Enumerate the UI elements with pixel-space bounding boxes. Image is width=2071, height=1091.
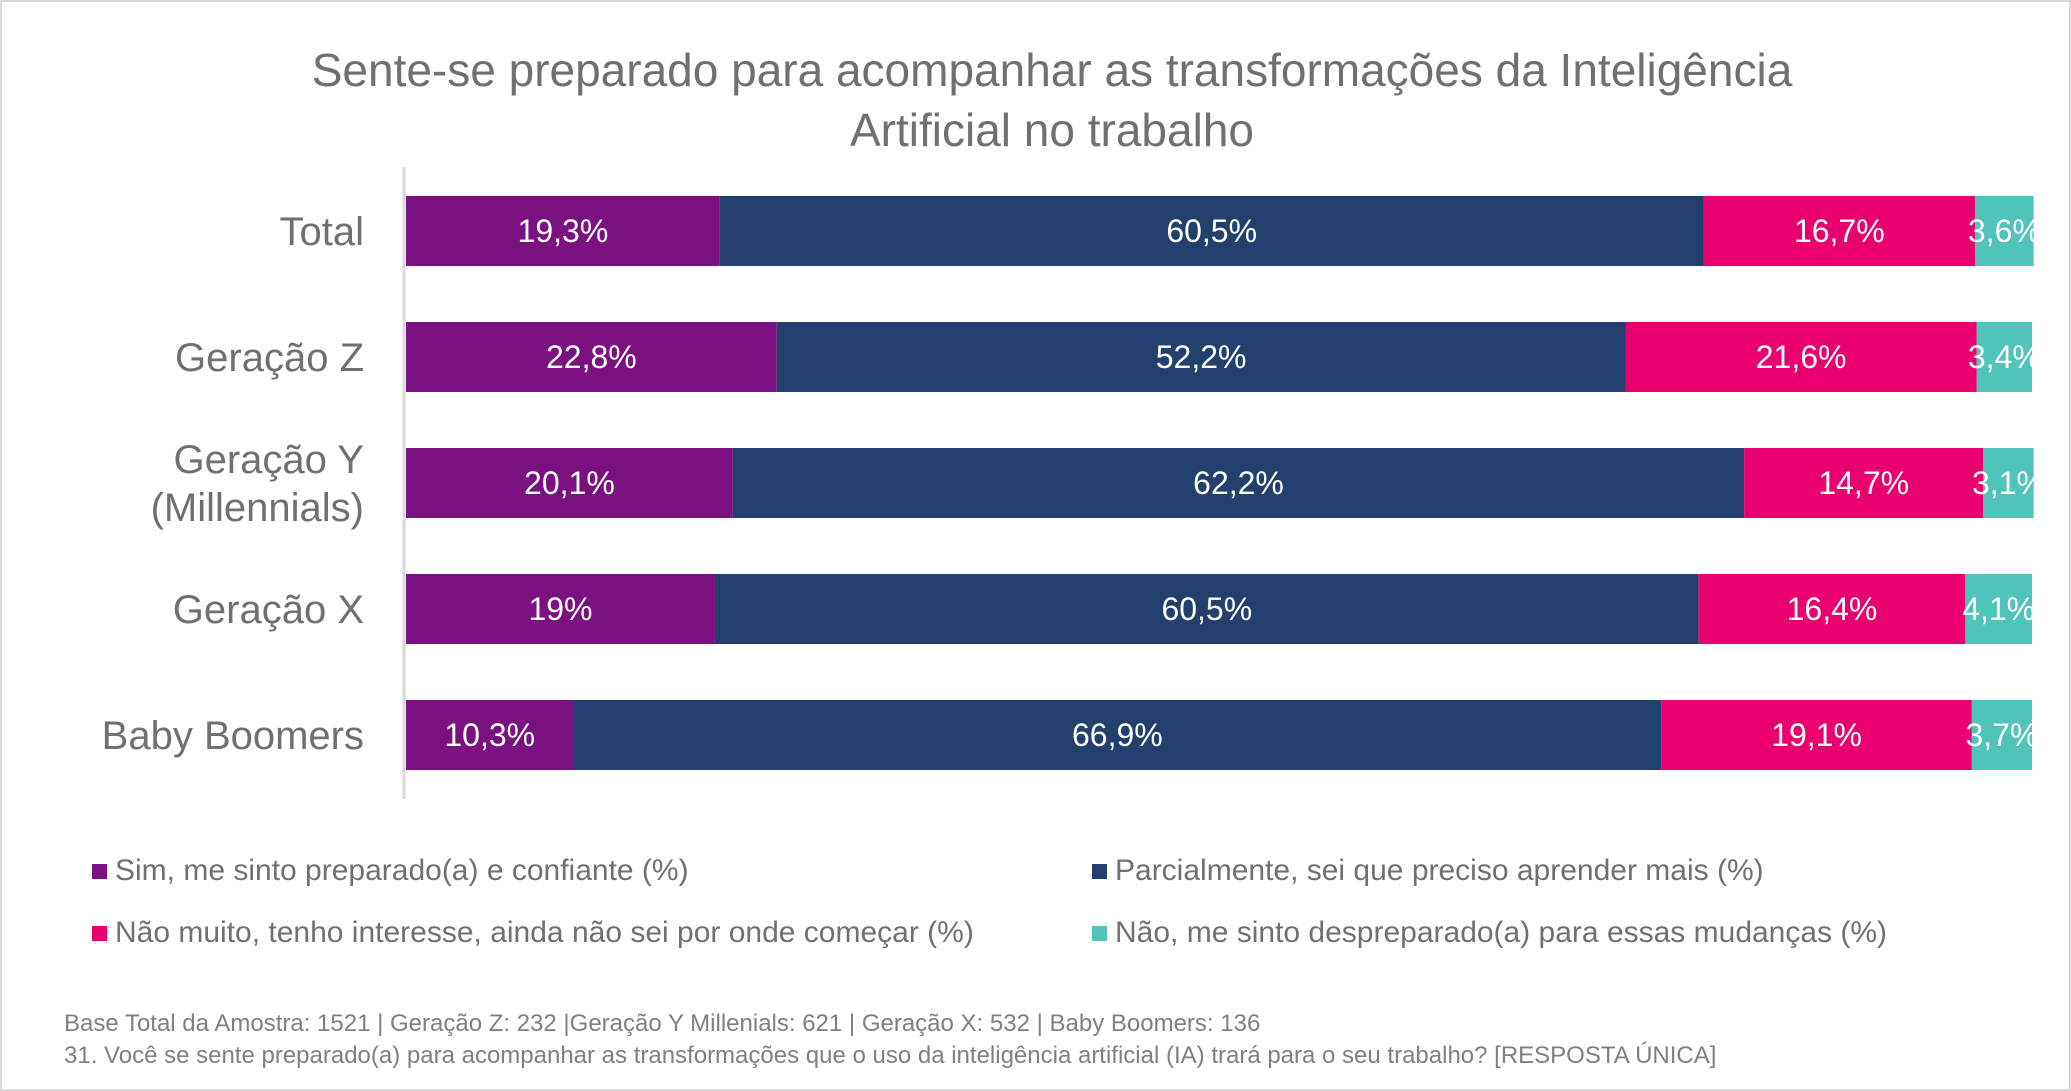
bar-segment-baby-boomers-series-1 [406,700,574,770]
chart-title-line-1: Sente-se preparado para acompanhar as tr… [311,44,1793,96]
category-label-total: Total [280,210,365,254]
bar-segment-total-series-1 [406,196,720,266]
bar-segment-geracao-y-millennials-series-4 [1983,448,2034,518]
bar-segment-geracao-z-series-2 [776,322,1626,392]
legend-swatch-despreparado [1092,925,1107,941]
bar-segment-baby-boomers-series-2 [573,700,1662,770]
data-label-geracao-x-series-2: 60,5% [1161,591,1252,627]
legend-label-despreparado: Não, me sinto despreparado(a) para essas… [1115,916,1888,949]
legend-label-parcialmente: Parcialmente, sei que preciso aprender m… [1115,854,1764,887]
legend-item-preparado: Sim, me sinto preparado(a) e confiante (… [92,854,689,888]
legend-item-despreparado: Não, me sinto despreparado(a) para essas… [1092,916,1887,950]
bar-segment-geracao-x-series-1 [406,574,715,644]
category-label-geracao-z: Geração Z [175,336,364,380]
data-label-geracao-z-series-3: 21,6% [1756,339,1847,375]
data-label-geracao-z-series-4: 3,4% [1968,339,2041,375]
data-label-geracao-z-series-2: 52,2% [1156,339,1247,375]
data-label-geracao-y-millennials-series-2: 62,2% [1193,465,1284,501]
bar-segment-geracao-z-series-3 [1625,322,1977,392]
footnote-question: 31. Você se sente preparado(a) para acom… [64,1042,1717,1069]
data-label-baby-boomers-series-4: 3,7% [1965,717,2038,753]
category-label-baby-boomers: Baby Boomers [102,714,364,758]
data-label-geracao-z-series-1: 22,8% [546,339,637,375]
category-label-geracao-y-millennials: Geração Y (Millennials) [151,438,364,530]
chart-title-line-2: Artificial no trabalho [850,104,1254,156]
legend-label-preparado: Sim, me sinto preparado(a) e confiante (… [115,854,689,887]
data-label-total-series-4: 3,6% [1968,213,2041,249]
data-label-total-series-2: 60,5% [1166,213,1257,249]
legend-swatch-preparado [92,863,107,879]
bar-segment-total-series-3 [1703,196,1976,266]
bar-segment-geracao-x-series-4 [1965,574,2032,644]
data-label-geracao-y-millennials-series-1: 20,1% [524,465,615,501]
bar-segment-geracao-z-series-1 [406,322,777,392]
data-label-total-series-1: 19,3% [518,213,609,249]
bar-segment-geracao-z-series-4 [1976,322,2032,392]
bar-segment-geracao-y-millennials-series-3 [1744,448,1984,518]
data-label-geracao-x-series-1: 19% [528,591,592,627]
footnote-base: Base Total da Amostra: 1521 | Geração Z:… [64,1010,1261,1037]
data-label-geracao-y-millennials-series-3: 14,7% [1818,465,1909,501]
data-label-baby-boomers-series-2: 66,9% [1072,717,1163,753]
category-label-geracao-x: Geração X [173,588,364,632]
bar-segment-geracao-x-series-2 [714,574,1699,644]
bar-segment-geracao-y-millennials-series-1 [406,448,733,518]
legend-item-nao-muito: Não muito, tenho interesse, ainda não se… [92,916,974,950]
bar-segment-geracao-x-series-3 [1698,574,1966,644]
data-label-baby-boomers-series-3: 19,1% [1771,717,1862,753]
bar-segment-geracao-y-millennials-series-2 [732,448,1745,518]
legend-swatch-parcialmente [1092,863,1107,879]
data-label-geracao-x-series-4: 4,1% [1962,591,2035,627]
bar-segment-total-series-4 [1975,196,2034,266]
bar-segment-baby-boomers-series-4 [1971,700,2032,770]
legend-item-parcialmente: Parcialmente, sei que preciso aprender m… [1092,854,1764,888]
legend-swatch-nao-muito [92,925,107,941]
data-label-total-series-3: 16,7% [1794,213,1885,249]
bar-segment-total-series-2 [719,196,1704,266]
bar-segment-baby-boomers-series-3 [1661,700,1972,770]
legend-label-nao-muito: Não muito, tenho interesse, ainda não se… [115,916,974,949]
data-label-geracao-y-millennials-series-4: 3,1% [1972,465,2045,501]
data-label-geracao-x-series-3: 16,4% [1787,591,1878,627]
stacked-bar-chart: Total 19,3% 60,5% 16,7% 3,6% Geração Z 22,8% 52… [102,167,2045,799]
data-label-baby-boomers-series-1: 10,3% [444,717,535,753]
